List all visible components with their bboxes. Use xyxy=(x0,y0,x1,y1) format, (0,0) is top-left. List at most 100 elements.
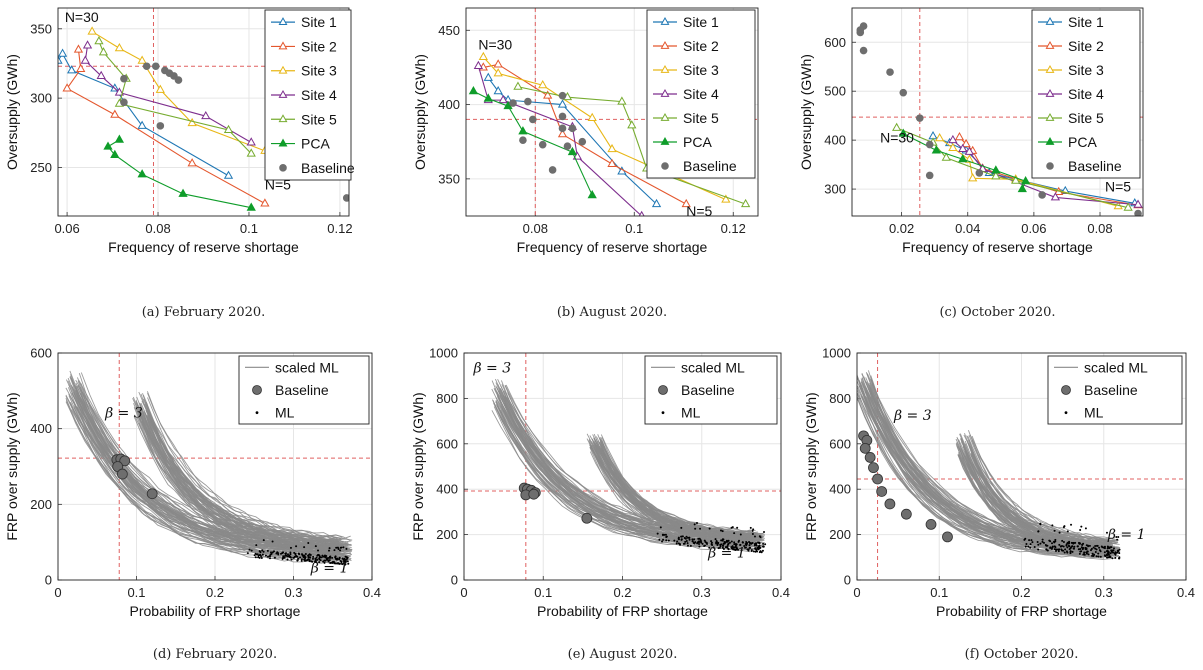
baseline-point xyxy=(864,452,876,463)
plot-content xyxy=(466,8,758,216)
ml-point xyxy=(736,526,739,529)
ml-point xyxy=(282,557,285,560)
ml-point xyxy=(658,538,661,541)
ml-point xyxy=(762,542,765,545)
ml-point xyxy=(727,543,730,546)
ml-point xyxy=(277,552,280,555)
ml-point xyxy=(1106,547,1109,550)
ml-point xyxy=(1054,550,1057,553)
y-tick-label: 400 xyxy=(438,97,460,112)
baseline-point xyxy=(558,91,567,100)
ml-point xyxy=(254,556,257,559)
legend-label: Baseline xyxy=(1068,158,1122,174)
x-tick-label: 0.4 xyxy=(772,585,790,600)
scaled-ml-curve xyxy=(138,391,353,541)
y-tick-label: 450 xyxy=(438,23,460,38)
ml-point xyxy=(318,557,321,560)
ml-point xyxy=(751,529,754,532)
ml-point xyxy=(727,547,730,550)
x-tick-label: 0.2 xyxy=(613,585,631,600)
x-tick-label: 0.2 xyxy=(206,585,224,600)
ml-point xyxy=(1037,548,1040,551)
data-point-site-5 xyxy=(740,198,751,208)
legend-label: PCA xyxy=(683,134,712,150)
baseline-point xyxy=(925,518,937,530)
ml-point xyxy=(728,541,731,544)
axes-box xyxy=(851,7,1144,217)
ml-point xyxy=(293,556,296,559)
y-tick-label: 200 xyxy=(30,497,52,512)
ml-point xyxy=(346,560,349,563)
scaled-ml-curve xyxy=(136,396,346,543)
legend-swatch-marker xyxy=(278,138,288,147)
ml-point xyxy=(260,556,263,559)
ml-point xyxy=(269,557,272,560)
ml-point xyxy=(293,551,296,554)
ml-point xyxy=(1094,545,1097,548)
ml-point xyxy=(696,541,699,544)
ml-point xyxy=(710,540,713,543)
y-axis-label: FRP over supply (GWh) xyxy=(4,392,20,540)
ml-point xyxy=(715,539,718,542)
data-point-site-3 xyxy=(137,55,147,64)
ml-point xyxy=(712,546,715,549)
ml-point xyxy=(320,556,323,559)
x-tick-label: 0 xyxy=(54,585,61,600)
legend-label: Baseline xyxy=(275,382,329,398)
ml-point xyxy=(1068,540,1071,543)
y-tick-label: 350 xyxy=(438,171,460,186)
scaled-ml-curve xyxy=(140,393,342,541)
x-tick-label: 0.08 xyxy=(145,221,170,236)
data-point-site-4 xyxy=(638,210,645,216)
ml-point xyxy=(1037,543,1040,546)
data-point-site-5 xyxy=(627,120,637,129)
ml-point xyxy=(337,562,340,565)
ml-point xyxy=(1083,551,1086,554)
ml-point xyxy=(675,542,678,545)
data-point-pca xyxy=(958,154,968,163)
baseline-point xyxy=(146,488,158,500)
ml-point xyxy=(286,558,289,561)
ml-point xyxy=(1097,555,1100,558)
ml-point xyxy=(731,545,734,548)
data-point-site-2 xyxy=(187,158,197,167)
ml-point xyxy=(1031,541,1034,544)
legend-label: Site 5 xyxy=(301,111,337,127)
legend-label: Site 3 xyxy=(1068,62,1104,78)
ml-point xyxy=(325,554,328,557)
baseline-point xyxy=(578,137,587,146)
ml-point xyxy=(1051,524,1054,527)
baseline-point xyxy=(899,88,908,97)
ml-point xyxy=(661,540,664,543)
ml-point xyxy=(1114,556,1117,559)
ml-point xyxy=(722,544,725,547)
annotation-label: β = 3 xyxy=(893,408,932,424)
legend-label: Site 5 xyxy=(1068,110,1104,126)
ml-point xyxy=(1058,531,1061,534)
x-tick-label: 0.04 xyxy=(955,221,980,236)
legend-swatch-marker xyxy=(658,385,668,395)
ml-point xyxy=(312,555,315,558)
ml-point xyxy=(1061,539,1064,542)
ml-point xyxy=(302,556,305,559)
x-tick-label: 0.08 xyxy=(1087,221,1112,236)
data-point-site-5 xyxy=(941,152,951,161)
legend-label: Site 3 xyxy=(683,62,719,78)
ml-point xyxy=(1024,537,1027,540)
ml-point xyxy=(743,544,746,547)
ml-point xyxy=(1070,523,1073,526)
ml-point xyxy=(246,552,249,555)
data-point-site-4 xyxy=(1133,199,1143,208)
x-tick-label: 0.3 xyxy=(284,585,302,600)
data-point-site-4 xyxy=(114,87,125,96)
scaled-ml-curve xyxy=(586,433,752,532)
ml-point xyxy=(1028,539,1031,542)
legend-label: scaled ML xyxy=(275,359,339,375)
ml-point xyxy=(260,555,263,558)
legend-label: Baseline xyxy=(681,382,735,398)
data-point-site-1 xyxy=(651,198,662,208)
ml-point xyxy=(1105,531,1108,534)
data-point-site-5 xyxy=(892,122,902,131)
legend-swatch-marker xyxy=(255,411,259,415)
y-tick-label: 300 xyxy=(824,182,846,197)
